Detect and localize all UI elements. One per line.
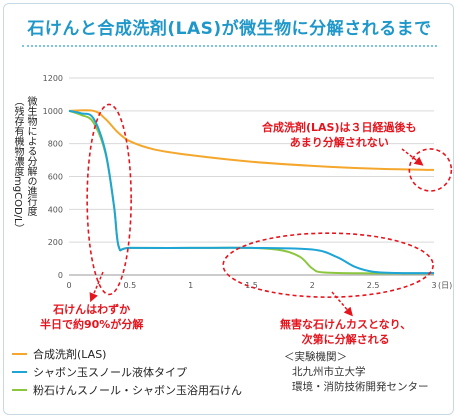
- legend-swatch-liquid-soap: [12, 371, 27, 373]
- y-axis-label-line2: （残存有機物濃度mgCOD/L）: [12, 96, 23, 234]
- x-axis-unit: (日): [438, 281, 452, 290]
- scum-note-line1: 無害な石けんカスとなり、: [280, 318, 412, 331]
- credit-heading: ＜実験機関＞: [284, 351, 347, 363]
- credit-line1: 北九州市立大学: [292, 366, 366, 378]
- x-tick-label: 2.5: [367, 281, 380, 290]
- legend-swatch-las: [12, 353, 27, 355]
- series-line-las: [68, 109, 435, 171]
- soap-arrow: [89, 271, 104, 303]
- y-tick-label: 0: [58, 271, 63, 280]
- scum-note-line2: 次第に分解される: [301, 333, 390, 346]
- legend-label-las: 合成洗剤(LAS): [33, 348, 107, 361]
- las-arrow: [401, 148, 424, 166]
- soap-note-line2: 半日で約90%が分解: [40, 318, 144, 331]
- x-tick-label: 1: [188, 281, 193, 290]
- y-axis-label: 微生物による分解の進行度 （残存有機物濃度mgCOD/L）: [3, 96, 37, 292]
- scum-note: 無害な石けんカスとなり、 次第に分解される: [280, 317, 411, 347]
- x-tick-label: 3: [431, 281, 436, 290]
- soap-note-line1: 石けんはわずか: [53, 303, 131, 316]
- legend-item-liquid-soap: シャボン玉スノール液体タイプ: [12, 363, 242, 381]
- credit-line2: 環境・消防技術開発センター: [292, 381, 429, 393]
- y-tick-label: 1000: [43, 107, 63, 116]
- y-tick-label: 800: [48, 140, 63, 149]
- credit-block: ＜実験機関＞ 北九州市立大学 環境・消防技術開発センター: [284, 350, 429, 395]
- y-tick-label: 400: [48, 205, 63, 214]
- y-tick-label: 1200: [43, 74, 63, 83]
- y-axis-label-line1: 微生物による分解の進行度: [25, 96, 36, 216]
- legend-label-powder-soap: 粉石けんスノール・シャボン玉浴用石けん: [33, 384, 242, 397]
- legend-item-las: 合成洗剤(LAS): [12, 345, 242, 363]
- y-tick-label: 200: [48, 238, 63, 247]
- chart-title: 石けんと合成洗剤(LAS)が微生物に分解されるまで: [27, 19, 432, 39]
- las-highlight-ellipse: [408, 148, 453, 192]
- legend-item-powder-soap: 粉石けんスノール・シャボン玉浴用石けん: [12, 381, 242, 399]
- scum-highlight-ellipse: [222, 232, 434, 298]
- soap-highlight-ellipse: [86, 103, 132, 296]
- las-note-line2: あまり分解されない: [289, 136, 389, 149]
- series-line-liquid-soap: [68, 109, 435, 275]
- x-tick-label: 0.5: [123, 281, 136, 290]
- legend: 合成洗剤(LAS) シャボン玉スノール液体タイプ 粉石けんスノール・シャボン玉浴…: [12, 345, 242, 399]
- las-note-line1: 合成洗剤(LAS)は３日経過後も: [262, 121, 417, 134]
- x-tick-label: 0: [66, 281, 71, 290]
- x-tick-label: 1.5: [245, 281, 258, 290]
- soap-note: 石けんはわずか 半日で約90%が分解: [40, 302, 143, 332]
- las-note: 合成洗剤(LAS)は３日経過後も あまり分解されない: [262, 120, 417, 150]
- y-tick-label: 600: [48, 173, 63, 182]
- legend-swatch-powder-soap: [12, 389, 27, 391]
- legend-label-liquid-soap: シャボン玉スノール液体タイプ: [33, 366, 187, 379]
- title-divider: [22, 45, 437, 47]
- x-tick-label: 2: [310, 281, 315, 290]
- scum-arrow: [331, 291, 353, 317]
